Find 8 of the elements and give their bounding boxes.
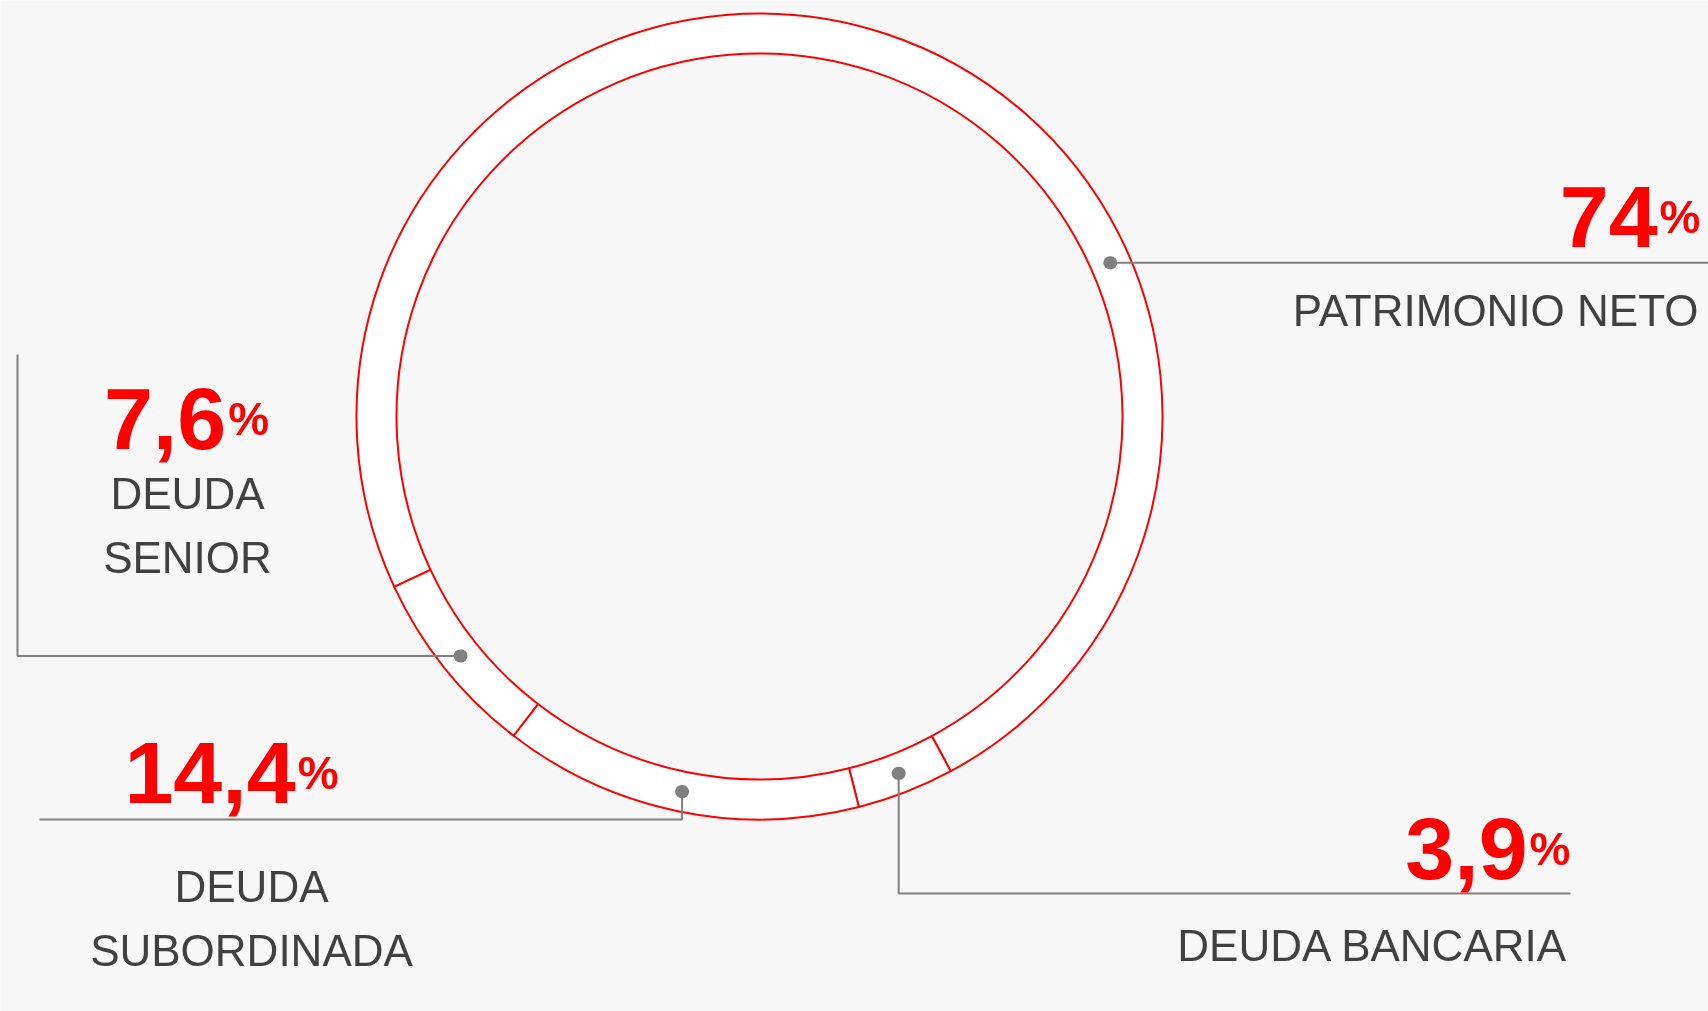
slice-label: PATRIMONIO NETO xyxy=(1292,286,1699,335)
data-label: 3,9% xyxy=(1405,799,1571,898)
data-label: 14,4% xyxy=(124,723,339,822)
data-label: 7,6% xyxy=(103,369,270,468)
slice-label: DEUDA BANCARIA xyxy=(1177,921,1567,970)
slice-label: DEUDA SUBORDINADA xyxy=(90,862,414,975)
slice-label: DEUDA SENIOR xyxy=(103,469,272,582)
data-label: 74% xyxy=(1559,167,1701,266)
